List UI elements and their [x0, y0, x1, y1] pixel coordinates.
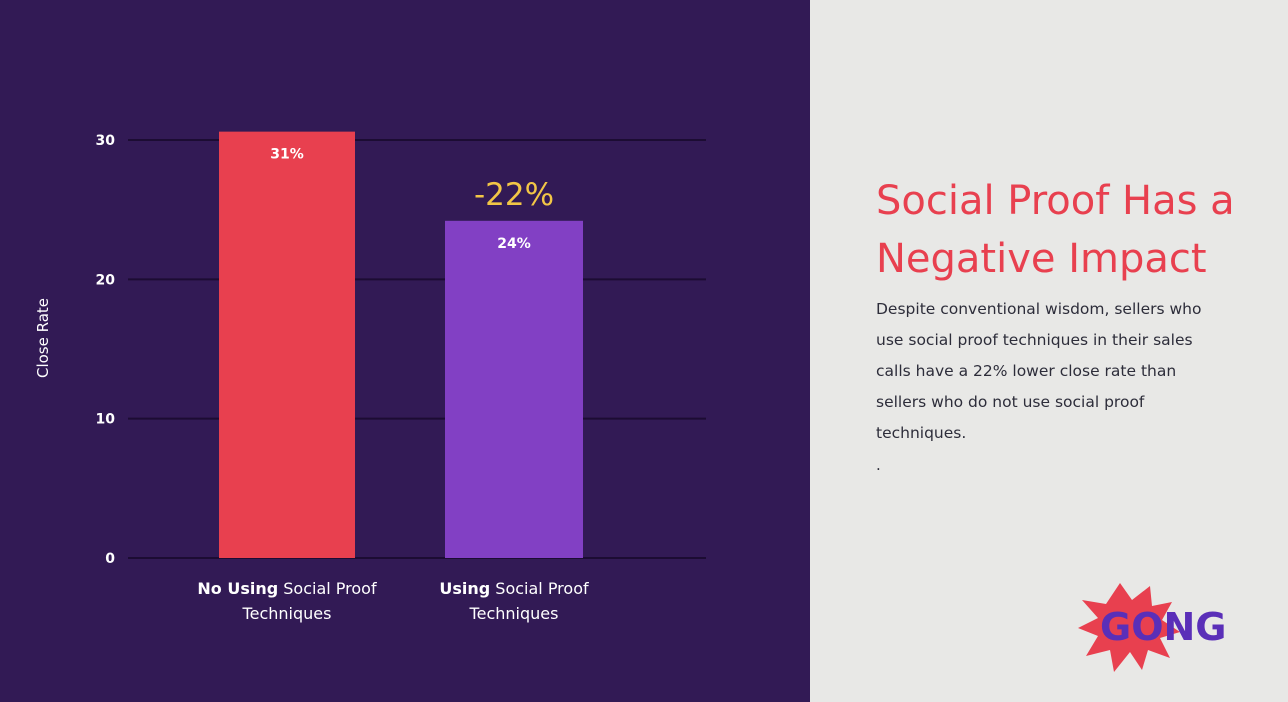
bar-labels: 31% 24% -22%: [270, 147, 554, 252]
x-category-rest: Social Proof: [490, 579, 589, 598]
chart-panel: 31% 24% -22% 0 10 20 30 No Using Social Proof…: [0, 0, 810, 702]
bar-value-label: 31%: [270, 147, 304, 163]
y-ticks: 0 10 20 30: [96, 133, 116, 567]
trailing-dot: .: [876, 456, 881, 474]
y-tick-label: 30: [96, 133, 116, 149]
gong-logo: GONG: [1078, 583, 1227, 672]
logo-text-go: GO: [1100, 605, 1164, 649]
gridlines: [128, 139, 706, 559]
y-tick-label: 0: [105, 551, 115, 567]
x-category-label: Using Social Proof: [439, 579, 589, 598]
headline: Social Proof Has a Negative Impact: [876, 172, 1276, 288]
x-category-rest: Social Proof: [278, 579, 377, 598]
logo-wordmark: GONG: [1100, 605, 1227, 649]
bar-value-label: 24%: [497, 236, 531, 252]
x-category-bold: No Using: [197, 579, 278, 598]
bar-2: [445, 220, 583, 558]
headline-line-2: Negative Impact: [876, 236, 1207, 282]
x-category-label-line2: Techniques: [469, 604, 559, 623]
text-panel: Social Proof Has a Negative Impact Despi…: [810, 0, 1288, 702]
y-tick-label: 20: [96, 272, 116, 288]
y-axis-label: Close Rate: [34, 298, 52, 378]
y-tick-label: 10: [96, 412, 116, 428]
x-category-label: No Using Social Proof: [197, 579, 377, 598]
bar-chart: 31% 24% -22% 0 10 20 30 No Using Social Proof…: [34, 131, 706, 623]
headline-line-1: Social Proof Has a: [876, 178, 1235, 224]
bars: [219, 131, 583, 558]
logo-text-ng: NG: [1164, 605, 1227, 649]
x-categories: No Using Social Proof Techniques Using Soc…: [197, 579, 589, 623]
bar-1: [219, 131, 355, 558]
body-paragraph: Despite conventional wisdom, sellers who…: [876, 300, 1202, 442]
x-category-label-line2: Techniques: [242, 604, 332, 623]
delta-annotation: -22%: [474, 177, 554, 213]
x-category-bold: Using: [439, 579, 490, 598]
logo-burst-shape: [1078, 583, 1180, 672]
